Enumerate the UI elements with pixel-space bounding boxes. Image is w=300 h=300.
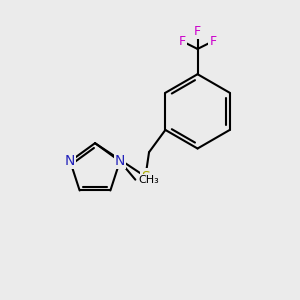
Text: F: F xyxy=(194,25,201,38)
Text: CH₃: CH₃ xyxy=(138,175,159,185)
Text: S: S xyxy=(141,169,150,184)
Text: F: F xyxy=(178,35,186,48)
Text: N: N xyxy=(115,154,125,168)
Text: F: F xyxy=(209,35,217,48)
Text: N: N xyxy=(65,154,75,168)
